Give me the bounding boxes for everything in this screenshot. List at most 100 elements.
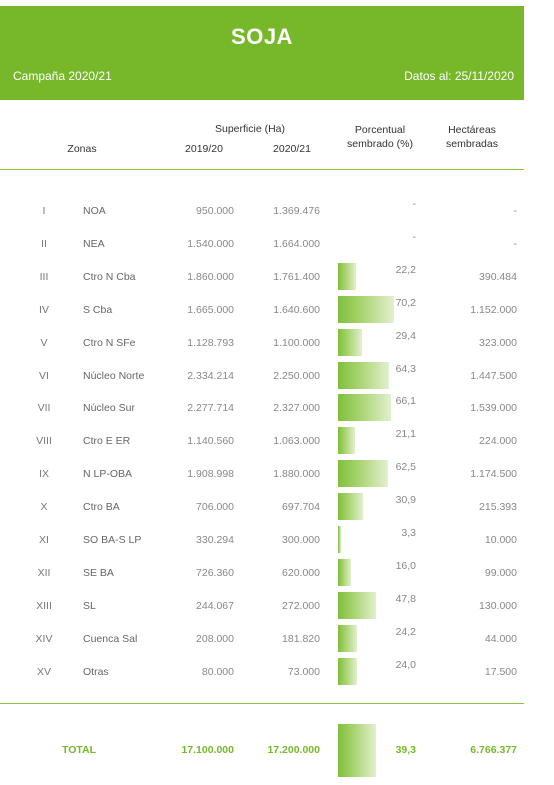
zone-name: S Cba [83,303,113,316]
hectareas-sembradas: 323.000 [479,336,517,349]
superficie-2019-20: 1.540.000 [187,237,234,250]
porcentual-sembrado: 70,2 [395,296,416,309]
superficie-2020-21: 1.880.000 [273,468,320,481]
superficie-2019-20: 1.128.793 [187,336,234,349]
zone-number: VIII [36,435,52,448]
zone-number: XIII [36,599,52,612]
porcentual-sembrado: 3,3 [401,527,416,539]
col-2020-21: 2020/21 [273,143,311,155]
superficie-2020-21: 73.000 [287,665,320,678]
col-hectareas-line1: Hectáreas [448,124,496,136]
progress-bar [338,295,395,323]
superficie-2020-21: 697.704 [282,501,320,514]
zone-number: IX [39,468,49,481]
progress-bar [338,427,355,455]
table-row: VI Núcleo Norte 2.334.214 2.250.000 64,3 1.44… [0,360,524,392]
porcentual-sembrado: 16,0 [395,559,416,572]
porcentual-sembrado: 21,1 [395,428,416,441]
zone-name: SO BA-S LP [83,534,142,546]
porcentual-sembrado: 62,5 [395,461,416,474]
table-row: XI SO BA-S LP 330.294 300.000 3,3 10.000 [0,524,524,556]
table-row: IV S Cba 1.665.000 1.640.600 70,2 1.152.000 [0,294,524,326]
total-label: TOTAL [62,744,97,756]
zone-number: VI [39,369,49,382]
superficie-2020-21: 1.761.400 [273,270,320,283]
hectareas-sembradas: 1.152.000 [470,303,517,316]
zone-name: Ctro E ER [83,435,131,448]
table-row: I NOA 950.000 1.369.476 - - [0,195,524,227]
zone-name: NEA [83,237,105,250]
table-row: V Ctro N SFe 1.128.793 1.100.000 29,4 323.000 [0,327,524,359]
table-row: II NEA 1.540.000 1.664.000 - - [0,228,524,260]
porcentual-sembrado: 24,2 [395,625,416,638]
porcentual-sembrado: 66,1 [395,395,416,408]
progress-bar [338,493,363,521]
superficie-2019-20: 80.000 [201,665,234,678]
hectareas-sembradas: 1.539.000 [470,402,517,415]
progress-bar [338,460,388,488]
hectareas-sembradas: 10.000 [484,534,517,546]
hectareas-sembradas: - [513,237,518,250]
progress-bar [338,558,351,586]
porcentual-sembrado: 47,8 [395,592,416,605]
zone-number: XV [36,665,51,678]
table-row: XIII SL 244.067 272.000 47,8 130.000 [0,590,524,622]
progress-bar [338,328,362,356]
porcentual-sembrado: 29,4 [395,329,416,342]
progress-bar [338,526,341,553]
campaign-label: Campaña 2020/21 [13,69,112,83]
progress-bar [338,262,356,290]
col-2019-20: 2019/20 [185,143,223,155]
superficie-2019-20: 1.860.000 [187,270,234,283]
col-hectareas-line2: sembradas [446,138,498,150]
hectareas-sembradas: 99.000 [484,566,517,579]
table-row: XII SE BA 726.360 620.000 16,0 99.000 [0,557,524,589]
zone-name: Cuenca Sal [83,632,138,645]
header-banner: SOJA Campaña 2020/21 Datos al: 25/11/202… [0,6,524,100]
zone-number: VII [37,402,51,415]
col-porcentual: Porcentual sembrado (%) [332,123,428,151]
superficie-2019-20: 208.000 [196,632,234,645]
superficie-2019-20: 2.277.714 [187,402,234,415]
superficie-2020-21: 1.664.000 [273,237,320,250]
porcentual-sembrado: 30,9 [395,494,416,507]
superficie-2020-21: 272.000 [282,599,320,612]
superficie-2019-20: 706.000 [196,501,234,514]
total-progress-bar [338,724,376,777]
superficie-2019-20: 244.067 [196,599,234,612]
col-superficie: Superficie (Ha) [214,123,286,135]
superficie-2020-21: 1.063.000 [273,435,320,448]
zone-name: SE BA [83,566,114,579]
superficie-2020-21: 1.100.000 [273,336,320,349]
table-row: VIII Ctro E ER 1.140.560 1.063.000 21,1 224.0… [0,425,524,457]
table-row: IX N LP-OBA 1.908.998 1.880.000 62,5 1.174.50… [0,458,524,490]
superficie-2019-20: 1.908.998 [187,468,234,481]
header-divider [0,169,524,170]
hectareas-sembradas: 1.174.500 [470,468,517,481]
superficie-2020-21: 620.000 [282,566,320,579]
date-label: Datos al: 25/11/2020 [404,69,514,83]
superficie-2019-20: 726.360 [196,566,234,579]
col-zonas: Zonas [67,143,97,155]
zone-name: Ctro BA [83,501,120,514]
zone-number: III [39,270,49,283]
progress-bar [338,361,390,389]
superficie-2020-21: 2.327.000 [273,402,320,415]
porcentual-sembrado: 22,2 [395,263,416,276]
porcentual-sembrado: 64,3 [395,362,416,375]
zone-name: Núcleo Sur [83,402,135,415]
total-2019-20: 17.100.000 [181,744,234,756]
progress-bar [338,591,377,619]
page-title: SOJA [231,24,293,49]
superficie-2019-20: 2.334.214 [187,369,234,382]
zone-number: II [41,237,47,250]
col-porcentual-line1: Porcentual [354,124,406,136]
zone-number: XIV [35,632,53,645]
table-row: III Ctro N Cba 1.860.000 1.761.400 22,2 390.4… [0,261,524,293]
superficie-2020-21: 181.820 [282,632,320,645]
superficie-2019-20: 1.140.560 [187,435,234,448]
zone-number: XI [39,534,49,546]
zone-name: NOA [83,205,106,217]
zone-name: SL [83,599,96,612]
progress-bar [338,657,358,685]
